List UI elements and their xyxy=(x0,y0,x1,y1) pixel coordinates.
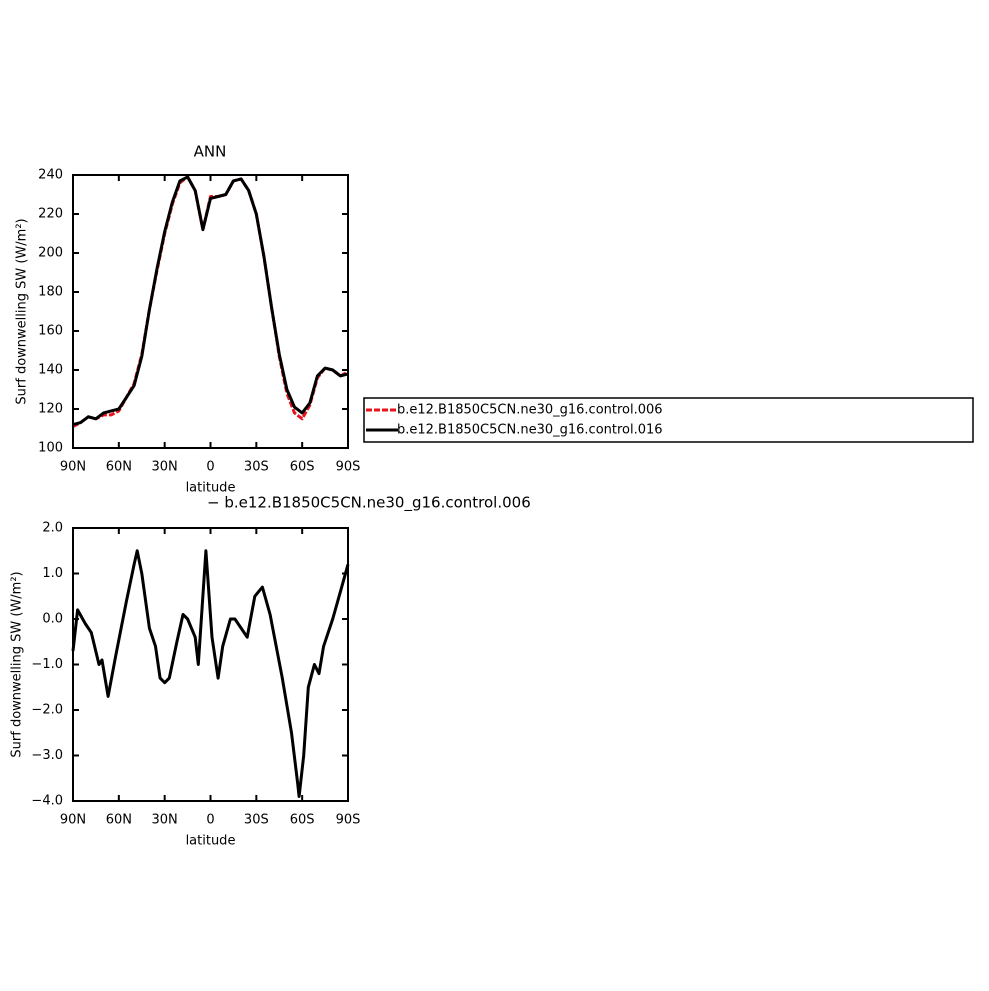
x-tick-label: 30N xyxy=(152,460,178,475)
x-tick-label: 90S xyxy=(336,813,361,828)
legend-box xyxy=(363,397,974,443)
chart-title: ANN xyxy=(194,143,227,161)
y-tick-label: −3.0 xyxy=(31,748,63,763)
x-tick-label: 30S xyxy=(244,460,269,475)
chart-title: − b.e12.B1850C5CN.ne30_g16.control.006 xyxy=(207,494,531,513)
x-axis-label: latitude xyxy=(186,834,236,849)
y-axis-label: Surf downwelling SW (W/m²) xyxy=(10,571,25,757)
x-tick-label: 90N xyxy=(60,460,86,475)
x-tick-label: 60S xyxy=(290,813,315,828)
x-tick-label: 30N xyxy=(152,813,178,828)
y-tick-label: 200 xyxy=(38,246,63,261)
y-tick-label: 240 xyxy=(38,168,63,183)
legend-label: b.e12.B1850C5CN.ne30_g16.control.016 xyxy=(397,423,663,438)
y-tick-label: 140 xyxy=(38,363,63,378)
y-tick-label: −1.0 xyxy=(31,657,63,672)
y-tick-label: 160 xyxy=(38,324,63,339)
y-tick-label: 120 xyxy=(38,402,63,417)
y-axis-label: Surf downwelling SW (W/m²) xyxy=(15,218,30,404)
y-tick-label: 100 xyxy=(38,441,63,456)
y-tick-label: −4.0 xyxy=(31,794,63,809)
data-line xyxy=(71,549,350,798)
data-line xyxy=(72,175,349,427)
y-tick-label: −2.0 xyxy=(31,703,63,718)
plot-frame xyxy=(72,174,349,449)
y-tick-label: 220 xyxy=(38,207,63,222)
x-tick-label: 60N xyxy=(106,460,132,475)
x-tick-label: 90N xyxy=(60,813,86,828)
legend-label: b.e12.B1850C5CN.ne30_g16.control.006 xyxy=(397,403,663,418)
x-tick-label: 60N xyxy=(106,813,132,828)
x-axis-label: latitude xyxy=(186,481,236,496)
x-tick-label: 30S xyxy=(244,813,269,828)
x-tick-label: 90S xyxy=(336,460,361,475)
y-tick-label: 1.0 xyxy=(42,566,63,581)
x-tick-label: 0 xyxy=(206,813,214,828)
y-tick-label: 0.0 xyxy=(42,612,63,627)
y-tick-label: 180 xyxy=(38,285,63,300)
plot-frame xyxy=(72,527,349,802)
data-line xyxy=(72,175,349,428)
x-tick-label: 60S xyxy=(290,460,315,475)
y-tick-label: 2.0 xyxy=(42,521,63,536)
x-tick-label: 0 xyxy=(206,460,214,475)
